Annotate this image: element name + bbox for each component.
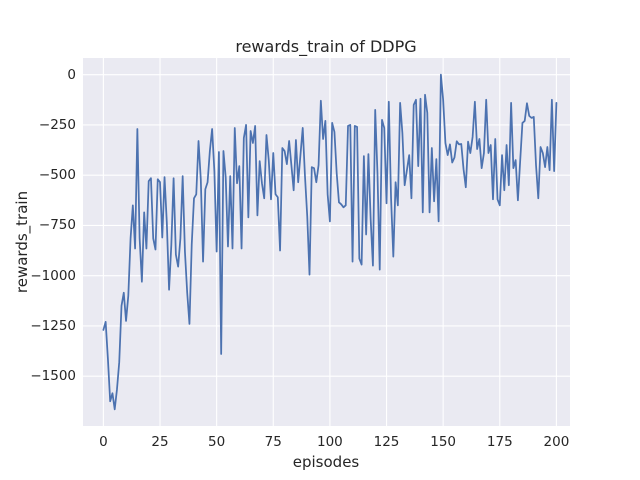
chart-title: rewards_train of DDPG — [235, 37, 417, 56]
x-tick-label: 200 — [543, 434, 570, 450]
y-tick-label: −500 — [38, 167, 76, 184]
y-tick-label: −750 — [38, 217, 76, 234]
x-tick-label: 100 — [317, 434, 343, 450]
y-tick-label: −1000 — [30, 267, 76, 284]
y-tick-label: 0 — [67, 66, 76, 83]
x-tick-label: 25 — [151, 434, 169, 450]
x-tick-label: 50 — [208, 434, 226, 450]
series-line-rewards_train — [102, 73, 558, 411]
y-axis-label: rewards_train — [13, 190, 31, 294]
plot-background — [83, 58, 570, 426]
y-tick-label: −1250 — [30, 317, 76, 334]
x-axis-label: episodes — [292, 453, 360, 471]
x-tick-label: 175 — [486, 434, 513, 450]
y-tick-label: −250 — [38, 116, 76, 133]
x-tick-label: 150 — [430, 434, 457, 450]
x-tick-label: 125 — [373, 434, 400, 450]
x-tick-label: 75 — [264, 434, 282, 450]
y-tick-label: −1500 — [30, 368, 76, 385]
x-tick-label: 0 — [99, 434, 108, 450]
